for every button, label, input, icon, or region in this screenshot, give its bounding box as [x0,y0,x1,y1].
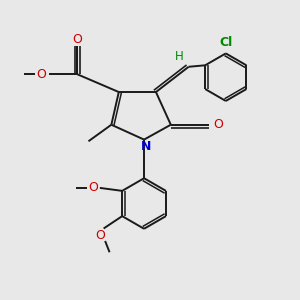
Text: O: O [88,182,98,194]
Text: H: H [175,50,184,63]
Text: O: O [213,118,223,131]
Text: O: O [72,33,82,46]
Text: N: N [141,140,152,153]
Text: O: O [37,68,46,81]
Text: Cl: Cl [219,36,232,49]
Text: O: O [95,230,105,242]
